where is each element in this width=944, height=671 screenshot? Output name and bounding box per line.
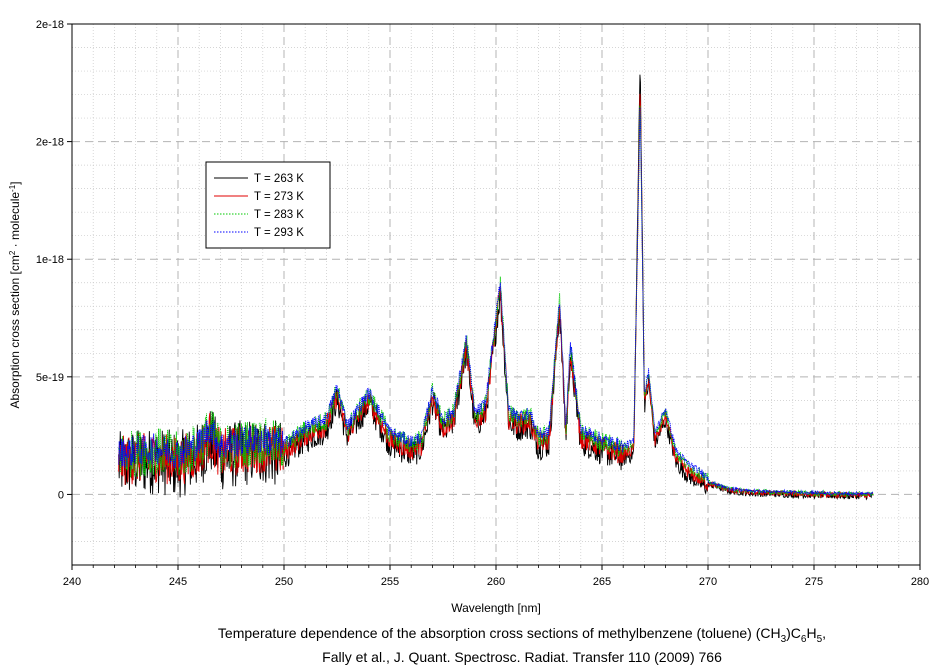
y-tick-label: 1e-18 (36, 254, 64, 266)
x-tick-label: 265 (593, 576, 611, 588)
legend: T = 263 K T = 273 K T = 283 K T = 293 K (205, 161, 331, 249)
figure-caption-line-1: Temperature dependence of the absorption… (217, 625, 827, 645)
x-tick-labels: 240 245 250 255 260 265 270 275 280 (63, 576, 929, 588)
x-axis-title: Wavelength [nm] (451, 601, 541, 615)
grid (72, 24, 920, 566)
x-tick-label: 245 (169, 576, 187, 588)
x-tick-label: 260 (487, 576, 505, 588)
legend-label-263k: T = 263 K (254, 173, 304, 185)
series-lines (118, 74, 874, 501)
axis-ticks (67, 23, 921, 570)
y-tick-labels: 0 5e-19 1e-18 2e-18 2e-18 (36, 19, 64, 501)
x-tick-label: 270 (699, 576, 717, 588)
y-tick-label: 0 (58, 489, 64, 501)
legend-label-293k: T = 293 K (254, 227, 304, 239)
series-line-4 (118, 107, 874, 497)
y-tick-label: 2e-18 (36, 19, 64, 31)
x-tick-label: 250 (275, 576, 293, 588)
legend-label-283k: T = 283 K (254, 209, 304, 221)
y-axis-title: Absorption cross section [cm2 · molecule… (8, 181, 23, 408)
y-tick-label: 2e-18 (36, 137, 64, 149)
x-tick-label: 280 (911, 576, 929, 588)
legend-label-273k: T = 273 K (254, 191, 304, 203)
legend-box (205, 161, 331, 249)
x-tick-label: 255 (381, 576, 399, 588)
x-tick-label: 240 (63, 576, 81, 588)
y-tick-label: 5e-19 (36, 372, 64, 384)
x-tick-label: 275 (805, 576, 823, 588)
figure-caption-line-2: Fally et al., J. Quant. Spectrosc. Radia… (322, 649, 722, 665)
